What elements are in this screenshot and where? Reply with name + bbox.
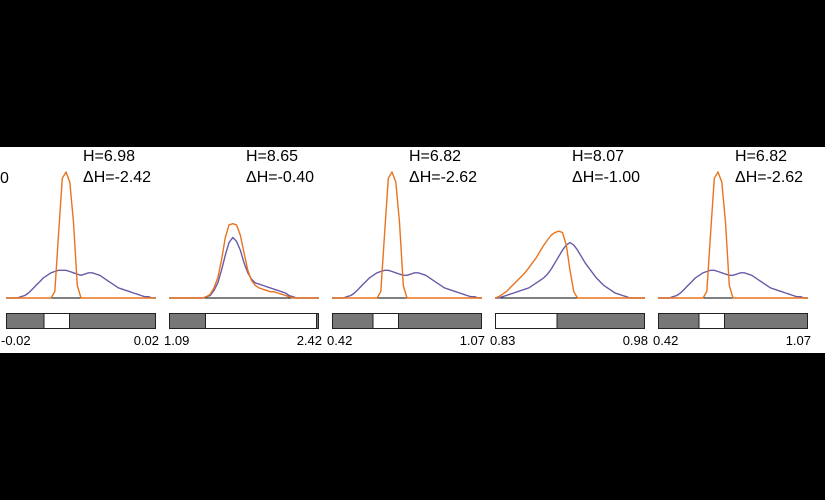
- entropy-delta-label: ΔH=-2.42: [83, 169, 152, 186]
- series-purple-line: [658, 269, 808, 299]
- range-max-label: 0.98: [622, 333, 648, 348]
- range-window: [205, 313, 317, 329]
- range-min-label: 1.09: [164, 333, 190, 348]
- range-bar: [332, 313, 482, 329]
- chart-panel-1: H=6.98 ΔH=-2.42 -0.02 0.02: [1, 147, 159, 353]
- range-min-label: 0.42: [653, 333, 679, 348]
- entropy-delta-label: ΔH=-2.62: [735, 169, 804, 186]
- range-max-label: 0.02: [133, 333, 159, 348]
- range-min-label: -0.02: [1, 333, 31, 348]
- range-window: [698, 313, 725, 329]
- density-plot: [658, 171, 808, 329]
- density-plot: [332, 171, 482, 329]
- range-window: [495, 313, 558, 329]
- density-plot: [169, 222, 319, 329]
- series-orange-line: [6, 171, 156, 299]
- series-purple-line: [495, 241, 645, 299]
- range-bar: [6, 313, 156, 329]
- range-min-label: 0.42: [327, 333, 353, 348]
- series-orange-line: [332, 171, 482, 299]
- chart-panel-2: H=8.65 ΔH=-0.40 1.09 2.42: [164, 147, 322, 353]
- series-purple-line: [169, 236, 319, 299]
- range-bar: [658, 313, 808, 329]
- series-orange-line: [494, 230, 645, 299]
- series-orange-line: [169, 222, 319, 299]
- series-purple-line: [332, 269, 482, 299]
- entropy-label: H=6.98: [83, 148, 136, 165]
- density-plot: [494, 230, 645, 329]
- range-window: [372, 313, 399, 329]
- range-min-label: 0.83: [490, 333, 516, 348]
- chart-panel-5: H=6.82 ΔH=-2.62 0.42 1.07: [653, 147, 811, 353]
- entropy-label: H=8.65: [246, 148, 299, 165]
- series-purple-line: [6, 269, 156, 299]
- entropy-label: H=6.82: [735, 148, 788, 165]
- edge-label-fragment: 0: [0, 170, 9, 187]
- chart-strip: 0 H=6.98 ΔH=-2.42 -0.02 0.02 H=8.65 ΔH=-0.40 1…: [0, 147, 825, 353]
- entropy-delta-label: ΔH=-2.62: [409, 169, 478, 186]
- entropy-label: H=6.82: [409, 148, 462, 165]
- range-max-label: 1.07: [785, 333, 811, 348]
- entropy-label: H=8.07: [572, 148, 625, 165]
- series-orange-line: [658, 171, 808, 299]
- chart-panel-3: H=6.82 ΔH=-2.62 0.42 1.07: [327, 147, 485, 353]
- chart-panel-4: H=8.07 ΔH=-1.00 0.83 0.98: [490, 147, 648, 353]
- density-plot: [6, 171, 156, 329]
- entropy-delta-label: ΔH=-1.00: [572, 169, 641, 186]
- range-max-label: 2.42: [296, 333, 322, 348]
- range-max-label: 1.07: [459, 333, 485, 348]
- range-window: [43, 313, 70, 329]
- entropy-delta-label: ΔH=-0.40: [246, 169, 315, 186]
